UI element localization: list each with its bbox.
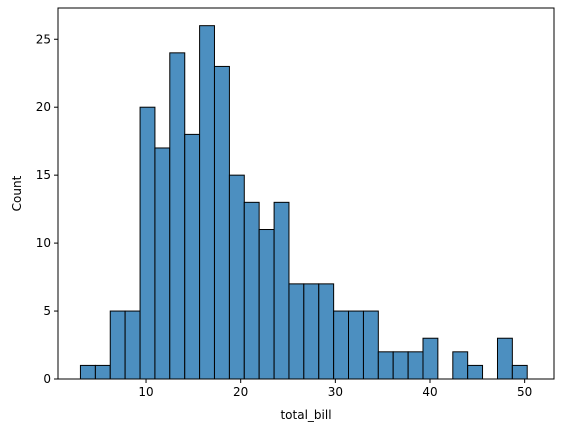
histogram-bar — [154, 147, 171, 380]
y-axis-label: Count — [10, 175, 24, 211]
plot-frame — [57, 7, 555, 380]
histogram-bar — [407, 351, 424, 380]
y-tick-label: 10 — [36, 236, 51, 250]
histogram-bar — [288, 283, 305, 380]
histogram-bar — [511, 364, 528, 380]
histogram-bar — [318, 283, 335, 380]
histogram-bar — [348, 310, 364, 380]
histogram-bar — [392, 351, 409, 380]
histogram-bar — [79, 364, 96, 380]
y-tick-label: 0 — [43, 372, 51, 386]
y-tick-label: 5 — [43, 304, 51, 318]
histogram-bar — [184, 133, 201, 380]
histogram-bar — [452, 351, 469, 380]
histogram-bar — [124, 310, 141, 380]
histogram-bar — [94, 364, 111, 380]
histogram-bar — [377, 351, 394, 380]
histogram-bars — [79, 25, 528, 380]
y-tick-label: 15 — [36, 168, 51, 182]
y-axis-ticks: 0 5 10 15 20 25 — [36, 32, 58, 386]
x-axis-label: total_bill — [280, 408, 331, 422]
x-tick-label: 10 — [138, 385, 153, 399]
x-tick-label: 50 — [517, 385, 532, 399]
x-tick-label: 20 — [233, 385, 248, 399]
histogram-bar — [258, 229, 275, 380]
histogram-bar — [213, 65, 230, 380]
histogram-bar — [199, 25, 215, 380]
histogram-bar — [362, 310, 379, 380]
x-tick-label: 40 — [422, 385, 437, 399]
histogram-bar — [467, 364, 484, 380]
x-axis-ticks: 10 20 30 40 50 — [138, 379, 532, 399]
y-tick-label: 20 — [36, 100, 51, 114]
histogram-bar — [333, 310, 350, 380]
x-tick-label: 30 — [328, 385, 343, 399]
histogram-bar — [422, 337, 439, 380]
histogram-bar — [496, 337, 513, 380]
histogram-bar — [243, 201, 260, 380]
y-tick-label: 25 — [36, 32, 51, 46]
histogram-bar — [169, 52, 186, 380]
histogram-bar — [109, 310, 126, 380]
histogram-bar — [303, 283, 320, 380]
histogram-bar — [228, 174, 245, 380]
histogram-bar — [273, 201, 290, 380]
histogram-bar — [139, 106, 156, 380]
